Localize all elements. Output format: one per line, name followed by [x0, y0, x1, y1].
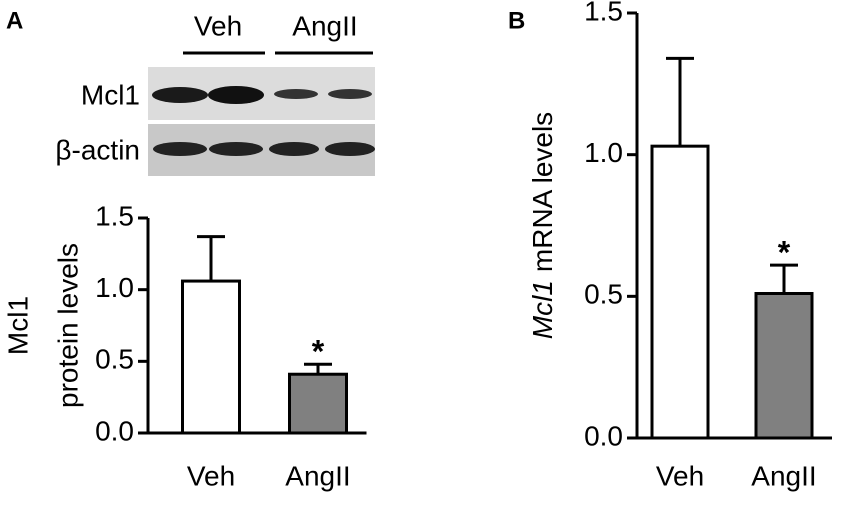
- band: [325, 142, 375, 156]
- y-tick-label: 0.0: [584, 420, 623, 451]
- y-tick-label: 0.5: [584, 279, 623, 310]
- x-tick-label: Veh: [187, 460, 235, 491]
- y-tick-label: 1.5: [95, 200, 134, 231]
- x-tick-label: AngII: [751, 460, 816, 491]
- y-axis-label: Mcl1 mRNA levels: [527, 112, 558, 339]
- blot-row: Mcl1: [81, 79, 140, 110]
- panel-label: A: [6, 7, 23, 34]
- bar: [288, 372, 348, 435]
- blot-group: Veh: [194, 10, 242, 41]
- band: [209, 142, 263, 156]
- panel-label: B: [508, 7, 525, 34]
- blot-row: β-actin: [55, 134, 140, 165]
- band: [152, 87, 208, 103]
- band: [269, 142, 319, 156]
- y-tick-label: 1.0: [95, 272, 134, 303]
- y-axis-label-part: Mcl1: [527, 280, 558, 339]
- blot: Veh AngII Mcl1 β-actin: [55, 10, 375, 176]
- y-tick-label: 1.0: [584, 137, 623, 168]
- band: [153, 142, 207, 156]
- band: [208, 86, 264, 104]
- band: [274, 89, 318, 99]
- x-tick-label: AngII: [285, 460, 350, 491]
- x-tick-label: Veh: [656, 460, 704, 491]
- bar: [754, 292, 814, 440]
- bar: [650, 144, 710, 440]
- significance: *: [778, 235, 791, 271]
- band: [328, 89, 372, 99]
- y-tick-label: 0.0: [95, 415, 134, 446]
- significance: *: [312, 334, 325, 370]
- bar: [181, 279, 241, 435]
- y-tick-label: 1.5: [584, 0, 623, 26]
- y-axis-label: Mcl1: [2, 296, 33, 355]
- y-axis-label: protein levels: [52, 243, 83, 408]
- blot-group: AngII: [292, 10, 357, 41]
- y-tick-label: 0.5: [95, 344, 134, 375]
- y-axis-label-part: mRNA levels: [527, 112, 558, 272]
